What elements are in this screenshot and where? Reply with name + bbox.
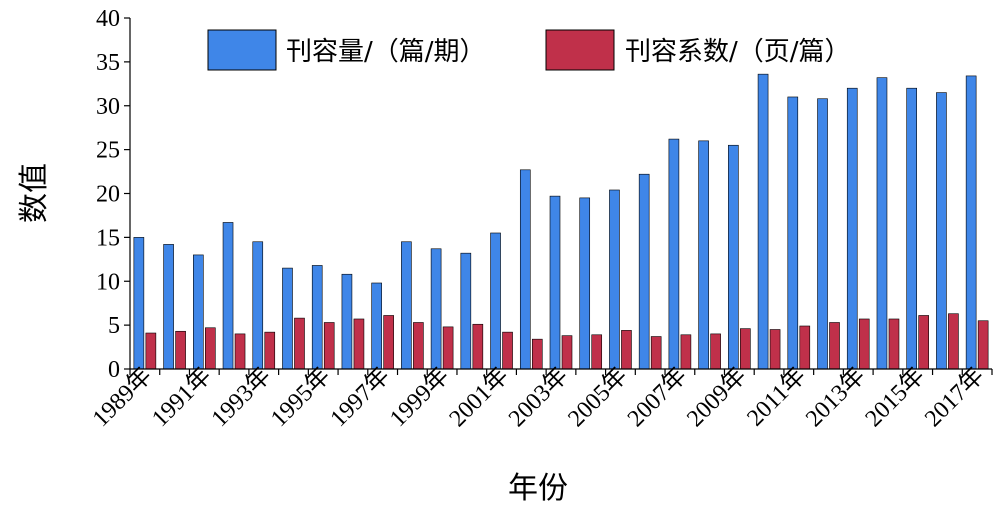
legend-swatch	[545, 29, 615, 71]
bar-capacity-2011年	[787, 96, 799, 370]
legend-swatch	[207, 29, 277, 71]
bar-capacity-2014年	[876, 77, 888, 370]
bar-coefficient-2015年	[918, 315, 929, 370]
bar-capacity-1995年	[311, 265, 323, 370]
x-tick-label: 2011年	[742, 362, 811, 431]
bar-coefficient-1989年	[145, 332, 157, 370]
bar-capacity-1997年	[371, 282, 382, 370]
bar-coefficient-2011年	[799, 325, 811, 370]
x-tick-label: 2007年	[622, 362, 692, 432]
x-tick-label: 2013年	[800, 362, 870, 432]
bar-coefficient-1992年	[234, 333, 246, 370]
x-tick-label: 2001年	[444, 362, 514, 432]
bar-coefficient-1993年	[264, 331, 276, 370]
y-tick-label: 0	[108, 357, 120, 383]
y-tick-label: 40	[96, 6, 120, 32]
bar-capacity-1993年	[252, 241, 264, 370]
bar-coefficient-2007年	[680, 334, 692, 370]
bar-coefficient-2016年	[948, 313, 959, 370]
bar-coefficient-1994年	[294, 317, 305, 370]
x-ticks-group: 1989年1991年1993年1995年1997年1999年2001年2003年…	[87, 362, 993, 432]
bar-coefficient-1990年	[175, 330, 186, 370]
legend-label: 刊容量/（篇/期）	[286, 37, 486, 67]
bar-capacity-2003年	[549, 195, 561, 370]
y-ticks-group: 0 5 10 15 20 25 30 35 40	[96, 6, 130, 383]
bar-capacity-2008年	[698, 140, 709, 370]
bar-coefficient-2001年	[502, 331, 513, 370]
x-tick-label: 2015年	[860, 362, 930, 432]
x-tick-label: 1999年	[384, 362, 454, 432]
bar-coefficient-2000年	[472, 323, 484, 370]
y-tick-label: 20	[96, 182, 120, 208]
bar-capacity-1994年	[282, 267, 293, 370]
x-axis-title: 年份	[508, 471, 568, 506]
bar-coefficient-2009年	[740, 328, 751, 370]
bar-coefficient-2012年	[829, 322, 840, 370]
bar-coefficient-2002年	[531, 338, 543, 370]
y-tick-label: 15	[96, 225, 120, 251]
bar-coefficient-2003年	[561, 335, 573, 370]
bar-coefficient-2005年	[621, 330, 632, 370]
bar-coefficient-2010年	[769, 329, 781, 370]
bar-capacity-2005年	[609, 189, 620, 370]
bar-coefficient-2013年	[858, 318, 870, 370]
bar-coefficient-1998年	[413, 322, 424, 370]
y-tick-label: 5	[108, 313, 120, 339]
bar-capacity-2017年	[965, 75, 977, 370]
bar-capacity-1999年	[430, 248, 442, 370]
bar-capacity-2006年	[638, 173, 650, 370]
bars-group	[133, 73, 989, 370]
bar-capacity-2009年	[728, 144, 739, 370]
bar-capacity-2002年	[519, 169, 531, 370]
bar-coefficient-1991年	[205, 327, 216, 370]
bar-capacity-1996年	[341, 273, 353, 370]
bar-capacity-2001年	[490, 232, 501, 370]
bar-coefficient-2008年	[710, 333, 721, 370]
bar-capacity-2013年	[846, 87, 858, 370]
bar-capacity-2004年	[579, 197, 591, 370]
y-tick-label: 10	[96, 269, 120, 295]
legend: 刊容量/（篇/期） 刊容系数/（页/篇）	[207, 29, 851, 71]
x-tick-label: 1989年	[87, 362, 157, 432]
bar-coefficient-1997年	[383, 315, 394, 370]
bar-capacity-2016年	[936, 92, 947, 370]
bar-capacity-2010年	[757, 73, 769, 370]
bar-capacity-1991年	[193, 254, 204, 370]
x-tick-label: 1993年	[206, 362, 276, 432]
bar-capacity-2015年	[906, 87, 917, 370]
y-tick-label: 35	[96, 50, 120, 76]
bar-capacity-1998年	[401, 241, 412, 370]
y-axis-title: 数值	[17, 163, 52, 223]
bar-capacity-1989年	[133, 237, 145, 370]
bar-capacity-1992年	[222, 222, 234, 370]
x-tick-label: 1995年	[265, 362, 335, 432]
bar-coefficient-1996年	[353, 318, 365, 370]
y-tick-label: 25	[96, 138, 120, 164]
x-tick-label: 2003年	[503, 362, 573, 432]
legend-label: 刊容系数/（页/篇）	[625, 37, 851, 67]
bar-coefficient-2017年	[977, 320, 989, 370]
bar-coefficient-2004年	[591, 334, 603, 370]
bar-capacity-1990年	[163, 244, 174, 370]
bar-capacity-2007年	[668, 138, 680, 370]
x-tick-label: 1991年	[147, 362, 217, 432]
bar-capacity-2012年	[817, 98, 828, 370]
x-tick-label: 2009年	[682, 362, 752, 432]
bar-coefficient-1995年	[323, 322, 335, 370]
x-tick-label: 1997年	[325, 362, 395, 432]
x-tick-label: 2005年	[563, 362, 633, 432]
bar-coefficient-1999年	[442, 326, 454, 370]
bar-capacity-2000年	[460, 252, 472, 370]
x-tick-label: 2017年	[919, 362, 989, 432]
y-tick-label: 30	[96, 94, 120, 120]
bar-coefficient-2014年	[888, 318, 900, 370]
bar-coefficient-2006年	[650, 336, 662, 370]
